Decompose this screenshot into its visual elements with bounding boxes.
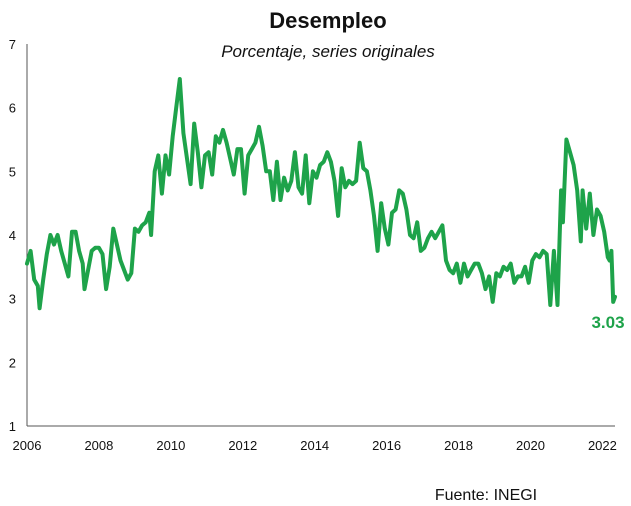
x-tick-labels: 2006 2008 2010 2012 2014 2016 2018 2020 2022 <box>13 438 617 453</box>
y-tick-label: 7 <box>9 37 16 52</box>
x-tick-label: 2018 <box>444 438 473 453</box>
y-tick-label: 3 <box>9 292 16 307</box>
x-tick-label: 2020 <box>516 438 545 453</box>
chart-title: Desempleo <box>269 8 386 33</box>
y-tick-label: 4 <box>9 228 16 243</box>
x-tick-label: 2022 <box>588 438 617 453</box>
y-tick-labels: 1 2 3 4 5 6 7 <box>9 37 16 434</box>
x-tick-label: 2012 <box>228 438 257 453</box>
x-tick-label: 2014 <box>300 438 329 453</box>
x-tick-label: 2006 <box>13 438 42 453</box>
y-tick-label: 1 <box>9 419 16 434</box>
chart-subtitle: Porcentaje, series originales <box>221 42 435 61</box>
series-line <box>25 77 617 311</box>
last-value-label: 3.03 <box>591 313 624 332</box>
y-tick-label: 2 <box>9 355 16 370</box>
x-tick-label: 2016 <box>372 438 401 453</box>
source-note: Fuente: INEGI <box>435 487 537 504</box>
y-tick-label: 6 <box>9 101 16 116</box>
x-tick-label: 2008 <box>84 438 113 453</box>
x-tick-label: 2010 <box>156 438 185 453</box>
y-tick-label: 5 <box>9 164 16 179</box>
